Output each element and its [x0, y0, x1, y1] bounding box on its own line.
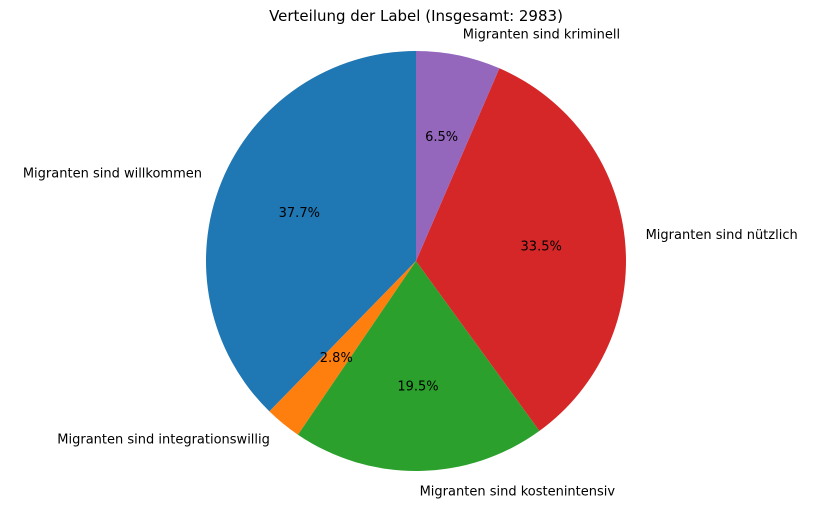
category-label-migranten-sind-integrationswillig: Migranten sind integrationswillig [57, 432, 270, 447]
pie-slice-migranten-sind-willkommen [206, 51, 416, 412]
category-label-migranten-sind-kostenintensiv: Migranten sind kostenintensiv [420, 485, 616, 500]
pie-slices [206, 51, 626, 471]
percent-labels: 37.7% 2.8% 19.5% 33.5% 6.5% [279, 130, 562, 394]
category-label-migranten-sind-kriminell: Migranten sind kriminell [463, 27, 620, 42]
category-label-migranten-sind-nuetzlich: Migranten sind nützlich [646, 228, 798, 243]
pie-slice-migranten-sind-nuetzlich [416, 68, 626, 431]
category-labels: Migranten sind willkommen Migranten sind … [23, 27, 798, 499]
pie-slice-migranten-sind-kriminell [416, 51, 500, 261]
percent-label-migranten-sind-willkommen: 37.7% [279, 206, 320, 221]
pie-slice-migranten-sind-integrationswillig [269, 261, 416, 435]
category-label-migranten-sind-willkommen: Migranten sind willkommen [23, 166, 202, 181]
percent-label-migranten-sind-kriminell: 6.5% [425, 130, 458, 145]
percent-label-migranten-sind-kostenintensiv: 19.5% [397, 380, 438, 395]
pie-slice-migranten-sind-kostenintensiv [297, 261, 540, 471]
percent-label-migranten-sind-integrationswillig: 2.8% [320, 351, 353, 366]
chart-title: Verteilung der Label (Insgesamt: 2983) [269, 7, 563, 25]
percent-label-migranten-sind-nuetzlich: 33.5% [521, 240, 562, 255]
